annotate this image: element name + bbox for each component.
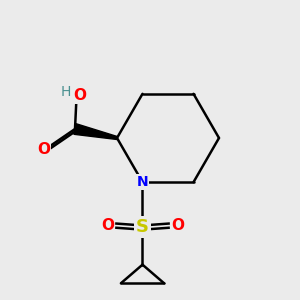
Text: O: O xyxy=(171,218,184,233)
Text: O: O xyxy=(101,218,114,233)
Text: O: O xyxy=(38,142,51,158)
Text: H: H xyxy=(61,85,71,98)
Polygon shape xyxy=(74,124,117,140)
Text: N: N xyxy=(137,175,148,189)
Text: S: S xyxy=(136,218,149,236)
Text: O: O xyxy=(74,88,87,104)
